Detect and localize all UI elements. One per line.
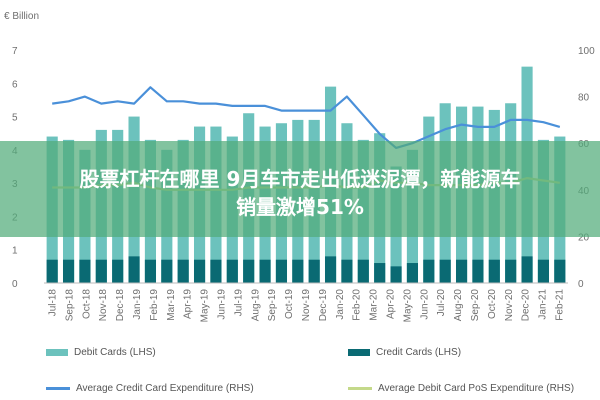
x-axis-tick-label: Aug-20 (453, 289, 464, 322)
x-axis-tick-label: Nov-18 (98, 289, 109, 322)
legend-item-debit-cards: Debit Cards (LHS) (46, 345, 156, 359)
credit-bar (275, 259, 288, 283)
legend-label-credit-cards: Credit Cards (LHS) (376, 346, 462, 358)
credit-bar (62, 259, 75, 283)
legend-label-debit-cards: Debit Cards (LHS) (74, 346, 156, 358)
x-axis-tick-label: Feb-20 (352, 289, 363, 321)
x-axis-tick-label: Oct-19 (284, 289, 295, 319)
x-axis-tick-label: Jul-20 (436, 289, 447, 317)
x-axis-tick-label: Nov-20 (504, 289, 515, 322)
x-axis-tick-label: May-20 (402, 289, 413, 323)
x-axis-tick-label: Apr-20 (386, 289, 397, 319)
legend-swatch-avg-debit-expenditure (348, 386, 372, 390)
right-axis-tick-label: 100 (578, 46, 595, 57)
x-axis: Jul-18 Sep-18 Oct-18 Nov-18 Dec-18 Jan-19 Feb-… (44, 282, 568, 323)
left-axis-tick-label: 6 (12, 79, 18, 90)
credit-bar (537, 259, 550, 283)
credit-bar (243, 259, 255, 283)
credit-bar (95, 259, 107, 283)
x-axis-tick-label: Feb-19 (149, 289, 160, 321)
credit-bar (521, 256, 533, 283)
x-axis-tick-label: Dec-20 (521, 289, 532, 322)
left-axis-tick-label: 5 (12, 113, 18, 124)
right-axis-tick-label: 80 (578, 93, 590, 104)
credit-bar (226, 259, 238, 283)
credit-bar (406, 263, 419, 283)
left-axis-tick-label: 0 (12, 279, 18, 290)
headline-line-2: 销量激增51% (236, 195, 364, 219)
x-axis-tick-label: Dec-19 (318, 289, 329, 322)
credit-bar (357, 259, 369, 283)
right-axis-tick-label: 20 (578, 232, 590, 243)
headline-text: 股票杠杆在哪里 9月车市走出低迷泥潭，新能源车 销量激增51% (0, 165, 600, 221)
x-axis-tick-label: Sep-20 (470, 289, 481, 322)
x-axis-tick-label: Mar-20 (369, 289, 380, 321)
x-axis-tick-label: Jul-19 (233, 289, 244, 317)
x-axis-tick-label: Aug-19 (250, 289, 261, 322)
legend-item-credit-cards: Credit Cards (LHS) (348, 345, 461, 359)
credit-bar (193, 259, 206, 283)
legend-label-avg-credit-expenditure: Average Credit Card Expenditure (RHS) (76, 382, 254, 394)
credit-bar (210, 259, 222, 283)
legend-swatch-credit-cards (348, 348, 370, 356)
legend-swatch-avg-credit-expenditure (46, 386, 70, 390)
x-axis-tick-label: Feb-21 (555, 289, 566, 321)
credit-bar (259, 259, 271, 283)
x-axis-tick-label: Sep-18 (64, 289, 75, 322)
x-axis-tick-label: Oct-18 (81, 289, 92, 319)
x-axis-tick-label: Jun-20 (419, 289, 430, 320)
left-axis-tick-label: 1 (12, 246, 18, 257)
credit-bar (554, 259, 566, 283)
credit-bar (144, 259, 157, 283)
headline-line-1: 股票杠杆在哪里 9月车市走出低迷泥潭，新能源车 (79, 167, 521, 191)
x-axis-tick-label: Dec-18 (115, 289, 126, 322)
credit-bar (472, 259, 484, 283)
avg-credit-expenditure-line (52, 86, 561, 149)
x-axis-tick-label: Jan-19 (132, 289, 143, 320)
legend-label-avg-debit-expenditure: Average Debit Card PoS Expenditure (RHS) (378, 382, 575, 394)
credit-bar (341, 259, 353, 283)
x-axis-tick-label: Apr-19 (183, 289, 194, 319)
legend-swatch-debit-cards (46, 348, 68, 356)
credit-bar (112, 259, 124, 283)
credit-bar (308, 259, 320, 283)
x-axis-tick-label: Nov-19 (301, 289, 312, 322)
credit-bar (439, 259, 451, 283)
x-axis-tick-label: Jan-20 (335, 289, 346, 320)
credit-bar (374, 263, 386, 283)
credit-bar (292, 259, 304, 283)
legend-item-avg-debit-expenditure: Average Debit Card PoS Expenditure (RHS) (348, 381, 574, 395)
x-axis-tick-label: Sep-19 (267, 289, 278, 322)
x-axis-tick-label: Jul-18 (47, 289, 58, 317)
credit-bar (161, 259, 173, 283)
x-axis-tick-label: May-19 (200, 289, 211, 323)
legend: Debit Cards (LHS) Credit Cards (LHS) Ave… (46, 343, 586, 399)
credit-bar (488, 259, 500, 283)
credit-bar (390, 266, 402, 283)
credit-bar (177, 259, 189, 283)
x-axis-tick-label: Mar-19 (166, 289, 177, 321)
credit-bar (505, 259, 517, 283)
headline-banner (0, 141, 600, 237)
legend-item-avg-credit-expenditure: Average Credit Card Expenditure (RHS) (46, 381, 254, 395)
credit-bar (128, 256, 140, 283)
credit-bar (46, 259, 58, 283)
x-axis-tick-label: Jun-19 (216, 289, 227, 320)
y-unit-label: € Billion (4, 11, 39, 22)
x-axis-tick-label: Jan-21 (538, 289, 549, 320)
credit-bar (455, 259, 468, 283)
right-axis-tick-label: 0 (578, 279, 584, 290)
left-axis-tick-label: 7 (12, 46, 18, 57)
credit-bar (423, 259, 435, 283)
credit-bar (324, 256, 337, 283)
x-axis-tick-label: Oct-20 (487, 289, 498, 319)
credit-bar (79, 259, 91, 283)
